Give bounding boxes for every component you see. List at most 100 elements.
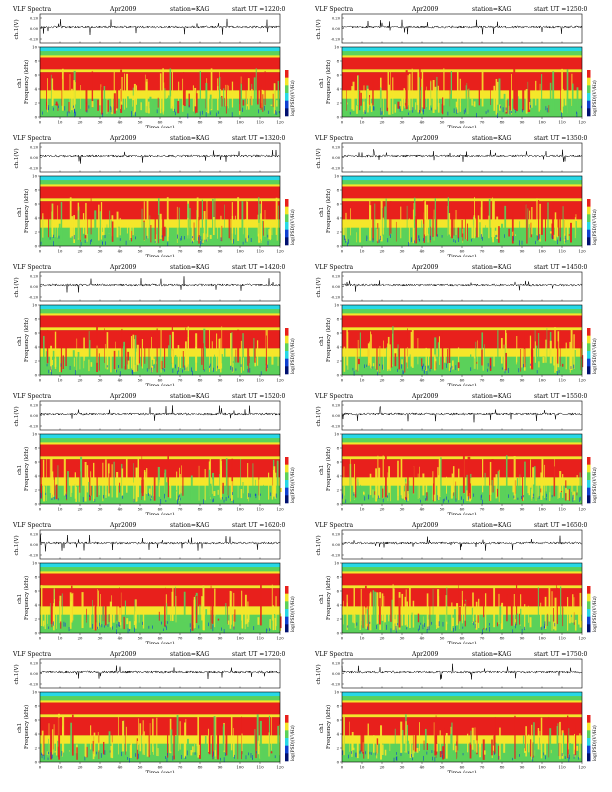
spectral-streak xyxy=(230,481,233,501)
colorbar-segment xyxy=(587,472,591,481)
spectral-streak xyxy=(189,208,191,237)
spectrogram-xtick-label: 30 xyxy=(400,378,405,383)
spectral-streak xyxy=(227,473,229,496)
waveform-trace xyxy=(39,18,281,35)
spectral-speck xyxy=(397,623,398,626)
spectral-speck xyxy=(119,622,120,627)
spectral-streak xyxy=(102,224,105,236)
spectral-streak xyxy=(549,231,552,234)
spectral-streak xyxy=(457,347,460,371)
spectral-speck xyxy=(426,751,428,755)
spectral-speck xyxy=(546,493,547,498)
spectral-streak xyxy=(471,727,474,750)
spectral-speck xyxy=(167,242,169,246)
spectral-speck xyxy=(164,493,165,499)
spectral-streak xyxy=(452,466,455,493)
spectral-streak xyxy=(500,338,503,364)
colorbar-segment xyxy=(587,229,591,238)
spectral-speck xyxy=(471,238,472,242)
spectral-streak xyxy=(264,209,266,237)
spectral-streak xyxy=(252,463,254,501)
spectral-streak xyxy=(69,197,72,238)
spectral-streak xyxy=(404,596,407,626)
spectral-streak xyxy=(426,593,429,630)
spectrogram-ylabel: Frequency (kHz) xyxy=(325,60,332,104)
spectral-streak xyxy=(51,729,54,755)
spectral-streak xyxy=(245,218,246,240)
spectral-streak xyxy=(378,598,381,625)
spectral-streak xyxy=(111,742,114,759)
spectral-speck xyxy=(461,496,462,500)
spectrogram-ytick-label: 6 xyxy=(337,718,340,723)
spectral-streak xyxy=(559,721,561,760)
spectral-streak xyxy=(451,617,454,627)
spectral-streak xyxy=(478,80,481,106)
spectral-speck xyxy=(482,236,483,241)
spectral-speck xyxy=(515,623,516,629)
spectrogram-xtick-label: 120 xyxy=(276,378,284,383)
spectral-speck xyxy=(454,626,456,631)
spectral-streak xyxy=(90,725,92,750)
spectral-streak xyxy=(516,613,519,630)
spectral-streak xyxy=(553,349,556,366)
spectral-speck xyxy=(529,363,531,366)
spectral-streak xyxy=(76,338,78,371)
spectral-streak xyxy=(113,461,115,495)
spectral-speck xyxy=(424,623,425,628)
spectral-streak xyxy=(108,731,111,758)
spectral-streak xyxy=(215,616,218,631)
spectral-streak xyxy=(529,210,531,238)
spectrogram-xtick-label: 100 xyxy=(538,120,546,125)
spectral-speck xyxy=(529,105,531,108)
spectral-streak xyxy=(554,597,557,631)
spectral-streak xyxy=(537,727,540,750)
spectral-streak xyxy=(579,357,580,370)
spectral-streak xyxy=(372,363,375,367)
spectral-speck xyxy=(399,108,401,112)
spectral-streak xyxy=(46,330,49,364)
spectral-streak xyxy=(119,482,121,493)
spectral-streak xyxy=(422,473,425,496)
spectral-streak xyxy=(374,591,377,629)
spectral-speck xyxy=(184,365,186,371)
spectral-streak xyxy=(574,722,577,756)
spectral-streak xyxy=(224,97,225,107)
colorbar-segment xyxy=(285,464,289,473)
spectral-speck xyxy=(376,625,377,629)
spectral-speck xyxy=(48,751,49,755)
spectral-streak xyxy=(441,103,443,113)
colorbar-segment xyxy=(285,351,289,359)
spectral-streak xyxy=(49,219,51,241)
spectral-speck xyxy=(188,105,190,108)
colorbar-segment xyxy=(285,93,289,101)
spectral-speck xyxy=(187,113,189,119)
spectral-streak xyxy=(417,338,419,365)
colorbar-segment xyxy=(285,495,289,504)
spectral-speck xyxy=(220,237,222,242)
spectral-speck xyxy=(378,495,379,499)
spectral-speck xyxy=(523,363,524,368)
frequency-band xyxy=(40,51,280,56)
spectrogram-xtick-label: 60 xyxy=(460,507,465,512)
spectral-speck xyxy=(454,240,456,243)
spectral-speck xyxy=(432,756,433,761)
spectral-speck xyxy=(131,112,133,117)
spectral-speck xyxy=(425,498,426,501)
panel-date: Apr2009 xyxy=(411,6,438,13)
spectrogram-xtick-label: 80 xyxy=(500,636,505,641)
spectral-speck xyxy=(215,112,217,117)
spectral-streak xyxy=(141,347,142,367)
spectral-streak xyxy=(409,740,412,758)
spectral-streak xyxy=(81,592,84,629)
spectral-speck xyxy=(202,110,204,115)
spectral-streak xyxy=(143,221,145,241)
spectral-speck xyxy=(245,237,247,243)
spectral-streak xyxy=(395,616,397,629)
spectral-streak xyxy=(50,719,53,760)
waveform-tick-label: 0.00 xyxy=(30,543,39,547)
spectrogram-xlabel: Time (sec) xyxy=(447,254,476,258)
spectral-speck xyxy=(92,623,93,629)
spectrogram-xtick-label: 30 xyxy=(400,636,405,641)
spectral-streak xyxy=(110,745,112,758)
frequency-band xyxy=(40,315,280,328)
